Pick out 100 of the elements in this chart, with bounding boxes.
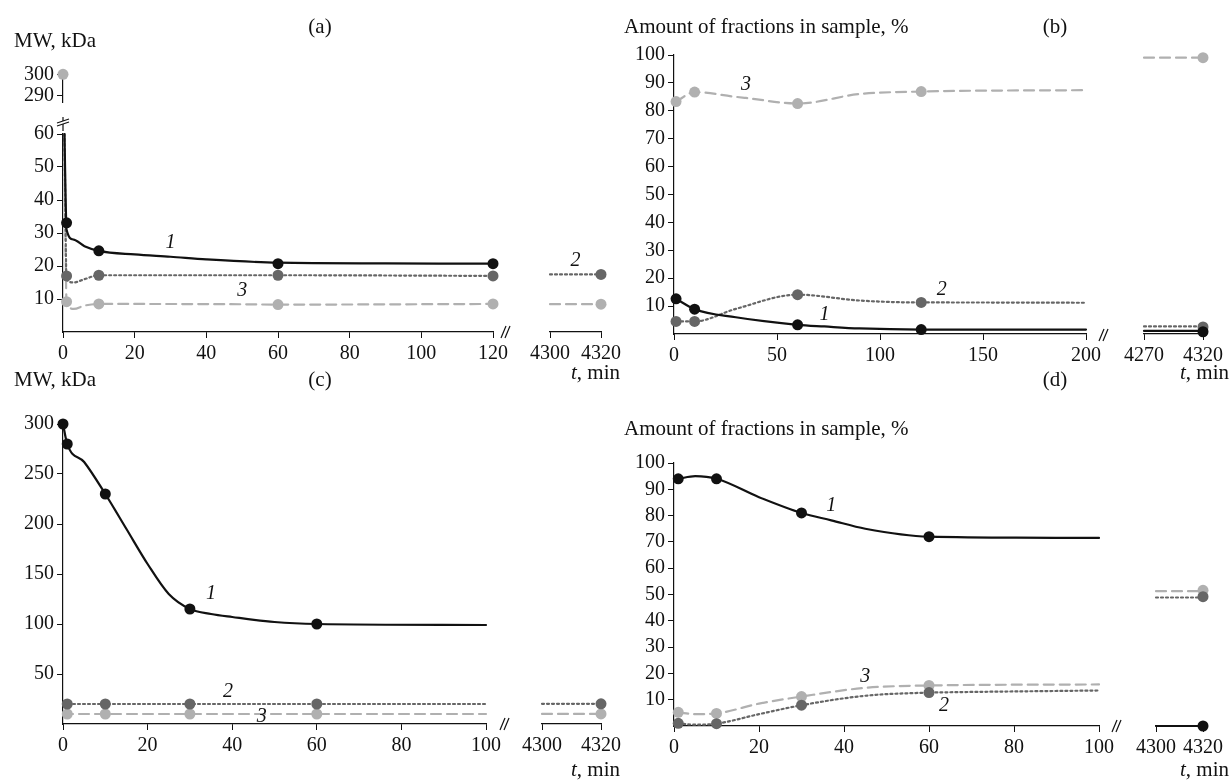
- x-tick-label: 4320: [1183, 735, 1223, 758]
- x-tick-label: 60: [268, 341, 288, 364]
- point: [487, 270, 499, 282]
- point: [487, 298, 499, 310]
- annotation: 3: [859, 664, 871, 687]
- point: [184, 698, 196, 710]
- point: [923, 687, 935, 699]
- x-tick-label: 150: [968, 343, 998, 366]
- y-tick-label: 80: [645, 502, 665, 525]
- point: [915, 324, 927, 336]
- point: [672, 473, 684, 485]
- annotation: 1: [826, 492, 837, 515]
- point: [711, 718, 722, 730]
- x-tick-label: 40: [196, 341, 217, 364]
- point: [93, 245, 105, 257]
- y-tick-label: 10: [645, 293, 665, 316]
- x-tick-label: 4300: [530, 341, 570, 364]
- point: [711, 707, 722, 719]
- annotation: 1: [206, 581, 217, 604]
- y-tick-label: 80: [645, 98, 665, 121]
- point: [796, 507, 807, 519]
- x-tick-label: 50: [767, 343, 787, 366]
- point: [61, 708, 73, 720]
- point: [272, 269, 284, 281]
- chart-title: (c): [308, 367, 332, 391]
- chart-title: (b): [1042, 14, 1068, 38]
- point: [61, 296, 73, 308]
- y-tick-label: 50: [645, 581, 665, 604]
- x-tick-label: 60: [919, 735, 939, 758]
- annotation: 3: [255, 704, 267, 727]
- x-tick-label: 100: [406, 341, 437, 364]
- y-axis-title: Amount of fractions in sample, %: [624, 14, 909, 38]
- point: [61, 217, 73, 229]
- point: [61, 270, 73, 282]
- y-tick-label: 70: [645, 125, 665, 148]
- x-tick-label: 40: [222, 733, 243, 756]
- y-tick-label: 40: [34, 187, 54, 210]
- point: [792, 319, 804, 331]
- y-tick-label: 100: [635, 42, 665, 65]
- y-tick-label: 40: [645, 209, 665, 232]
- x-axis-title: t, min: [570, 757, 620, 781]
- y-tick-label: 90: [645, 476, 665, 499]
- x-tick-label: 4320: [581, 733, 621, 756]
- y-tick-label: 50: [34, 154, 54, 177]
- point: [184, 708, 196, 720]
- annotation: 3: [236, 277, 248, 300]
- point: [796, 699, 807, 711]
- point: [99, 698, 111, 710]
- annotation: 2: [570, 247, 581, 270]
- y-tick-label: 290: [24, 82, 54, 105]
- point: [672, 717, 684, 729]
- point: [99, 708, 111, 720]
- point: [670, 96, 682, 108]
- x-tick-label: 100: [1084, 735, 1114, 758]
- point: [923, 531, 935, 543]
- y-tick-label: 250: [24, 461, 54, 484]
- y-tick-label: 20: [645, 265, 665, 288]
- chart-title: (a): [308, 14, 332, 38]
- point: [93, 269, 105, 281]
- annotation: 2: [222, 679, 233, 702]
- point: [99, 488, 111, 500]
- point: [711, 473, 722, 485]
- x-tick-label: 20: [137, 733, 158, 756]
- point: [915, 86, 927, 98]
- y-tick-label: 100: [635, 450, 665, 473]
- x-tick-label: 0: [58, 341, 68, 364]
- point: [487, 258, 499, 270]
- chart-title: (d): [1042, 367, 1068, 391]
- x-tick-label: 100: [471, 733, 501, 756]
- point: [311, 698, 323, 710]
- y-axis-title: Amount of fractions in sample, %: [624, 416, 909, 440]
- x-tick-label: 80: [391, 733, 412, 756]
- annotation: 2: [936, 276, 947, 299]
- point: [311, 618, 323, 630]
- point: [184, 603, 196, 615]
- y-tick-label: 50: [645, 181, 665, 204]
- x-tick-label: 100: [865, 343, 895, 366]
- x-axis-title: t, min: [1179, 757, 1229, 781]
- x-tick-label: 20: [749, 735, 769, 758]
- point: [792, 289, 804, 301]
- y-tick-label: 300: [24, 411, 54, 434]
- y-tick-label: 10: [645, 686, 665, 709]
- x-tick-label: 0: [669, 343, 679, 366]
- y-tick-label: 20: [645, 660, 665, 683]
- y-axis-title: MW, kDa: [14, 28, 97, 52]
- point: [672, 706, 684, 718]
- y-tick-label: 100: [24, 611, 54, 634]
- x-tick-label: 120: [478, 341, 508, 364]
- y-tick-label: 50: [34, 661, 54, 684]
- x-tick-label: 4270: [1124, 343, 1164, 366]
- x-tick-label: 20: [124, 341, 145, 364]
- y-tick-label: 60: [645, 153, 665, 176]
- y-tick-label: 60: [645, 555, 665, 578]
- x-tick-label: 60: [306, 733, 327, 756]
- point: [689, 86, 701, 98]
- y-tick-label: 30: [645, 634, 665, 657]
- x-tick-label: 80: [339, 341, 360, 364]
- point: [93, 298, 105, 310]
- y-tick-label: 20: [34, 253, 54, 276]
- annotation: 1: [165, 230, 176, 253]
